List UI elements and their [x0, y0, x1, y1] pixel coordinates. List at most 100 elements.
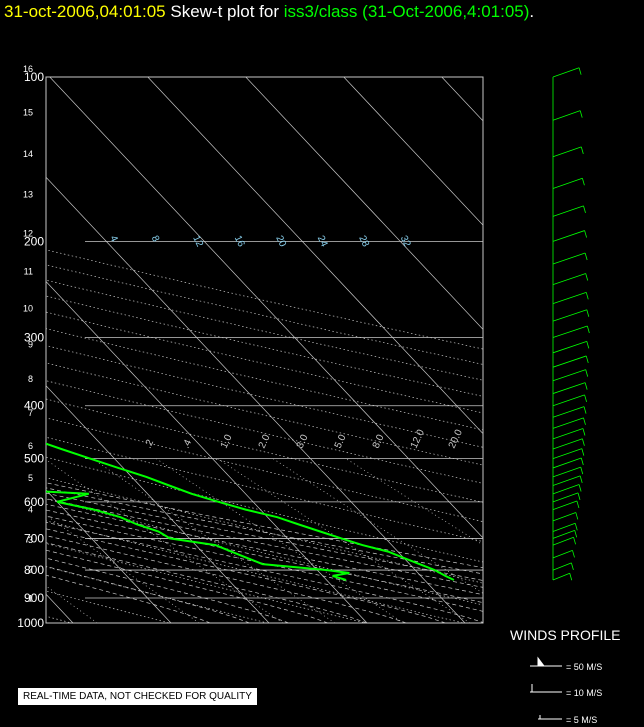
height-label-14: 14 — [23, 149, 33, 159]
mixing-line-.2 — [0, 459, 26, 623]
wind-barb-460 — [552, 428, 584, 440]
isotherm-50 — [343, 77, 483, 226]
wind-barb-480 — [552, 438, 583, 450]
height-label-7: 7 — [28, 408, 33, 418]
pressure-label-600: 600 — [24, 495, 44, 509]
wind-feather-500 — [581, 448, 585, 456]
title-date: 31-oct-2006,04:01:05 — [4, 2, 166, 21]
isotherm-40 — [245, 77, 483, 330]
wind-barb-140 — [552, 146, 582, 158]
chart-title: 31-oct-2006,04:01:05 Skew-t plot for iss… — [4, 2, 534, 22]
wind-feather-180 — [583, 205, 586, 213]
wind-feather-460 — [582, 428, 586, 436]
moist-adiabat-12 — [46, 521, 483, 623]
wind-feather-320 — [586, 341, 590, 349]
axis-labels: 1002003004005006007008009001000123456789… — [17, 64, 44, 630]
height-label-6: 6 — [28, 441, 33, 451]
height-label-4: 4 — [28, 504, 33, 514]
dry-adiabat-323 — [46, 436, 483, 542]
isotherm-10 — [46, 176, 466, 623]
wind-barb-260 — [552, 291, 587, 304]
mixing-line-5.0 — [156, 458, 404, 623]
wind-feather-160 — [582, 178, 585, 186]
mixing-line-3.0 — [92, 458, 335, 623]
wind-barb-340 — [552, 355, 587, 368]
height-label-16: 16 — [23, 64, 33, 74]
wind-barb-400 — [552, 394, 585, 407]
title-text: Skew-t plot for — [170, 2, 280, 21]
isobars — [85, 76, 483, 624]
moist-adiabat--8 — [46, 557, 289, 623]
mixing-label-4: 3.0 — [295, 433, 311, 451]
moist-adiabat-36 — [46, 487, 483, 575]
wind-barb-380 — [552, 382, 586, 394]
wind-feather-800 — [571, 562, 574, 570]
wind-barb-560 — [552, 475, 581, 486]
plot-frame — [45, 76, 484, 624]
dry-adiabat-253 — [46, 590, 171, 623]
wind-barb-240 — [552, 273, 586, 285]
pressure-label-700: 700 — [24, 531, 44, 545]
wind-profile — [552, 67, 590, 581]
wind-barb-280 — [552, 309, 587, 322]
wind-feather-540 — [580, 467, 584, 475]
wind-key-10-label: = 10 M/S — [566, 688, 603, 698]
mixing-label-7: 12.0 — [409, 428, 427, 451]
dry-adiabat-293 — [46, 498, 483, 606]
pressure-label-1000: 1000 — [17, 616, 44, 630]
wind-feather-280 — [586, 309, 590, 317]
wind-feather-120 — [579, 110, 583, 118]
moist-adiabat--16 — [46, 574, 211, 623]
height-label-8: 8 — [28, 374, 33, 384]
wind-feather-650 — [575, 512, 579, 520]
isotherm--10 — [46, 385, 270, 623]
moist-adiabat-32 — [46, 492, 483, 581]
wind-key-5-label: = 5 M/S — [566, 715, 598, 725]
height-label-9: 9 — [28, 339, 33, 349]
wind-barb-420 — [552, 406, 585, 418]
dry-adiabat-403 — [46, 295, 483, 397]
wind-feather-480 — [582, 438, 585, 446]
wind-barb-680 — [552, 522, 576, 532]
wind-barb-540 — [552, 466, 581, 478]
wind-barb-760 — [552, 550, 573, 559]
wind-barb-200 — [552, 230, 585, 242]
pressure-label-800: 800 — [24, 563, 44, 577]
wind-feather-300 — [586, 325, 590, 334]
mixing-label-3: 2.0 — [257, 433, 273, 451]
moist-label-16: 16 — [232, 234, 247, 249]
wind-key-50-label: = 50 M/S — [566, 662, 603, 672]
mixing-label-1: .4 — [181, 438, 195, 451]
isotherm-0 — [46, 280, 368, 623]
moist-label-24: 24 — [315, 234, 330, 249]
mixing-label-8: 20.0 — [447, 428, 465, 451]
wind-barb-834 — [552, 572, 570, 581]
quality-disclaimer: REAL-TIME DATA, NOT CHECKED FOR QUALITY — [18, 688, 257, 705]
isotherm-20 — [49, 77, 483, 539]
wind-barb-440 — [552, 417, 584, 429]
pressure-label-400: 400 — [24, 399, 44, 413]
mixing-label-5: 5.0 — [333, 433, 349, 451]
pressure-label-200: 200 — [24, 234, 44, 248]
wind-feather-240 — [585, 273, 589, 281]
wind-feather-834 — [569, 573, 573, 581]
moist-adiabat-0 — [46, 542, 368, 623]
mixing-line-2.0 — [46, 459, 284, 623]
dry-adiabat-243 — [46, 615, 73, 623]
winds-profile-label: WINDS PROFILE — [510, 627, 621, 643]
moist-label-28: 28 — [356, 234, 371, 249]
pressure-label-100: 100 — [24, 70, 44, 84]
moist-adiabat-4 — [46, 535, 407, 623]
moist-label-32: 32 — [398, 234, 413, 249]
moist-label-20: 20 — [273, 234, 288, 249]
moist-adiabat-8 — [46, 528, 446, 623]
isotherm-60 — [441, 77, 483, 122]
temperature-profile — [46, 442, 455, 581]
wind-barb-320 — [552, 341, 587, 354]
wind-feather-380 — [584, 382, 588, 390]
pressure-label-500: 500 — [24, 452, 44, 466]
wind-barb-620 — [552, 500, 578, 511]
wind-key — [530, 656, 562, 720]
height-label-11: 11 — [24, 267, 33, 277]
